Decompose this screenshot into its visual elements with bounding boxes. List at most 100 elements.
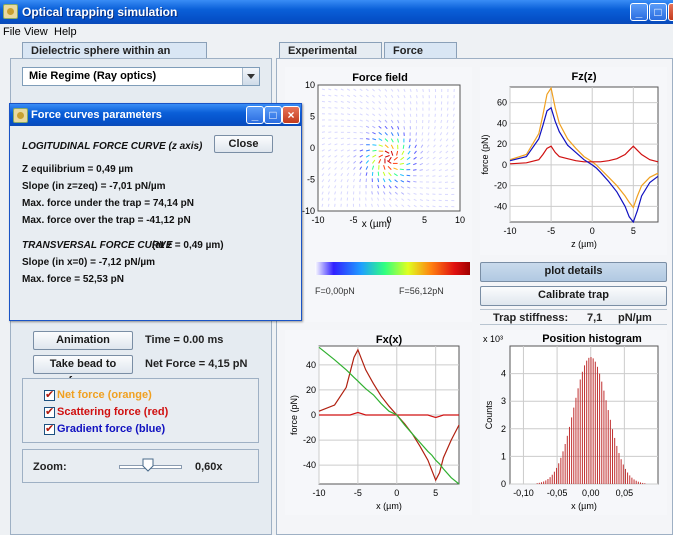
- vector-arrow: [427, 138, 430, 142]
- window-title: Optical trapping simulation: [22, 5, 178, 19]
- vector-arrow: [397, 126, 400, 130]
- vector-arrow: [390, 132, 394, 136]
- animation-button[interactable]: Animation: [33, 331, 133, 350]
- vector-arrow: [401, 198, 405, 201]
- minimize-button[interactable]: _: [630, 3, 648, 21]
- vector-arrow: [446, 119, 449, 123]
- vector-arrow: [395, 204, 398, 208]
- regime-select-value: Mie Regime (Ray optics): [29, 70, 157, 82]
- calibrate-trap-button[interactable]: Calibrate trap: [480, 286, 667, 306]
- x-tick-label: -0,10: [513, 488, 534, 498]
- dialog-close-icon[interactable]: ×: [282, 106, 300, 124]
- tab-force-analysis[interactable]: Force analysis: [384, 42, 457, 69]
- regime-select[interactable]: Mie Regime (Ray optics): [22, 67, 260, 86]
- x-tick-label: -5: [547, 226, 555, 236]
- vector-arrow: [321, 137, 326, 140]
- plot-area: [509, 345, 659, 485]
- y-tick-label: 20: [497, 139, 507, 149]
- vector-arrow: [359, 88, 363, 92]
- vector-arrow: [440, 119, 443, 124]
- maximize-button[interactable]: □: [649, 3, 667, 21]
- vector-arrow: [378, 125, 382, 129]
- vector-arrow: [432, 150, 436, 154]
- series-line-1: [319, 411, 459, 419]
- menu-help[interactable]: Help: [54, 26, 77, 38]
- vector-arrow: [378, 158, 382, 164]
- vector-arrow: [359, 154, 363, 158]
- tab-experimental-settings[interactable]: Experimental settings: [279, 42, 382, 69]
- stiffness-row: Trap stiffness: 7,1 pN/µm: [480, 309, 667, 325]
- tab-dielectric-sphere[interactable]: Dielectric sphere within an Optical Trap: [22, 42, 207, 69]
- vector-arrow: [365, 119, 370, 122]
- vector-arrow: [321, 173, 325, 177]
- x-axis-label: x (µm): [571, 501, 597, 511]
- max-force-over: Max. force over the trap = -41,12 pN: [22, 215, 191, 226]
- y-tick-label: 3: [501, 396, 506, 406]
- vector-arrow: [334, 137, 338, 140]
- vector-arrow: [365, 197, 367, 201]
- vector-arrow: [365, 149, 370, 152]
- vector-arrow: [378, 138, 383, 142]
- menu-file[interactable]: File: [3, 26, 21, 38]
- zoom-slider-handle[interactable]: [142, 458, 154, 472]
- vector-arrow: [321, 100, 326, 103]
- vector-arrow: [353, 113, 357, 116]
- vector-arrow: [372, 149, 377, 152]
- y-tick-label: 2: [501, 424, 506, 434]
- vector-arrow: [396, 150, 399, 156]
- window-title-bar[interactable]: Optical trapping simulation _ □ ×: [0, 0, 673, 24]
- net-force-checkbox[interactable]: [44, 388, 55, 401]
- x-axis-label: x (µm): [362, 219, 391, 230]
- gradient-force-checkbox[interactable]: [44, 422, 55, 435]
- close-button[interactable]: Close: [214, 135, 273, 153]
- y-tick-label: 0: [502, 160, 507, 170]
- vector-arrow: [378, 144, 383, 147]
- close-window-button[interactable]: ×: [668, 3, 673, 21]
- force-field-chart: Force field -10 -5 0 5 10 10 5 0 -5 -10 x (µm) F=…: [302, 72, 470, 296]
- plot-area: [317, 84, 461, 212]
- vector-arrow: [420, 150, 424, 154]
- x-tick-label: 0: [394, 488, 399, 498]
- vector-arrow: [365, 125, 370, 128]
- vector-arrow: [346, 166, 350, 170]
- vector-arrow: [346, 185, 349, 189]
- y-tick-label: 20: [306, 385, 316, 395]
- vector-arrow: [387, 160, 392, 164]
- plot-details-button[interactable]: plot details: [480, 262, 667, 282]
- menu-view[interactable]: View: [24, 26, 48, 38]
- dialog-title-bar[interactable]: Force curves parameters _ □ ×: [10, 104, 301, 126]
- fx-chart: Fx(x) -10 -5 0 5 40 20 0 -20 -40 x (µm) force (pN): [289, 334, 460, 511]
- zoom-value: 0,60x: [195, 461, 223, 473]
- vector-arrow: [334, 203, 336, 207]
- vector-arrow: [409, 88, 412, 92]
- x-tick-label: 0,05: [616, 488, 634, 498]
- vector-arrow: [372, 107, 376, 110]
- dialog-maximize-button[interactable]: □: [264, 106, 282, 124]
- vector-arrow: [372, 88, 375, 92]
- vector-arrow: [371, 191, 373, 195]
- vector-arrow: [346, 191, 349, 195]
- vector-arrow: [446, 132, 449, 136]
- x-tick-label: -5: [349, 215, 357, 225]
- vector-arrow: [347, 100, 351, 103]
- vector-arrow: [353, 125, 357, 128]
- take-bead-to-focus-button[interactable]: Take bead to focus: [33, 355, 133, 387]
- scattering-force-checkbox[interactable]: [44, 405, 55, 418]
- vector-arrow: [390, 144, 394, 150]
- chevron-down-icon[interactable]: [242, 68, 259, 85]
- vector-arrow: [452, 132, 455, 136]
- chart-title: Fz(z): [571, 71, 596, 83]
- vector-arrow: [359, 107, 363, 110]
- vector-arrow: [371, 184, 373, 189]
- dialog-minimize-button[interactable]: _: [246, 106, 264, 124]
- vector-arrow: [415, 132, 417, 136]
- vector-arrow: [406, 162, 411, 166]
- max-force-under: Max. force under the trap = 74,14 pN: [22, 198, 194, 209]
- vector-arrow: [359, 166, 363, 170]
- vector-arrow: [421, 138, 424, 142]
- vector-arrow: [321, 88, 326, 91]
- vector-arrow: [413, 150, 417, 155]
- y-axis-label: force (pN): [480, 134, 490, 174]
- vector-arrow: [393, 167, 398, 171]
- vector-arrow: [426, 205, 430, 208]
